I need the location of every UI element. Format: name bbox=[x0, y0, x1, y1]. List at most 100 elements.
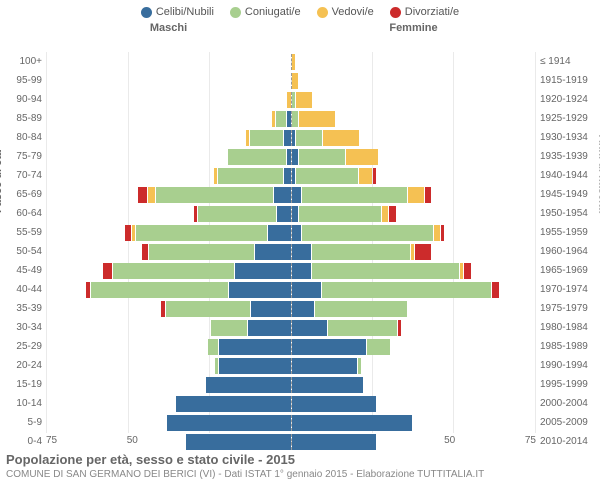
bar-segment bbox=[292, 396, 377, 412]
legend-label: Vedovi/e bbox=[332, 6, 374, 18]
birth-year-label: ≤ 1914 bbox=[536, 56, 600, 67]
age-label: 5-9 bbox=[0, 417, 46, 428]
age-row: 95-991915-1919 bbox=[0, 71, 600, 90]
legend-dot bbox=[317, 7, 328, 18]
age-row: 75-791935-1939 bbox=[0, 147, 600, 166]
age-label: 100+ bbox=[0, 56, 46, 67]
bar-segment bbox=[434, 225, 441, 241]
age-row: 35-391975-1979 bbox=[0, 299, 600, 318]
bar-segment bbox=[292, 73, 299, 89]
bar-segment bbox=[149, 244, 253, 260]
bar-segment bbox=[292, 54, 295, 70]
bar-segment bbox=[268, 225, 291, 241]
age-label: 55-59 bbox=[0, 227, 46, 238]
age-label: 25-29 bbox=[0, 341, 46, 352]
bar-segment bbox=[292, 244, 312, 260]
age-label: 85-89 bbox=[0, 113, 46, 124]
bar-segment bbox=[312, 263, 459, 279]
bar-segment bbox=[411, 244, 414, 260]
bar-segment bbox=[142, 244, 149, 260]
bar-segment bbox=[218, 168, 283, 184]
bar-segment bbox=[415, 244, 431, 260]
bar-segment bbox=[322, 282, 492, 298]
bar-segment bbox=[299, 111, 335, 127]
bar-segment bbox=[359, 168, 372, 184]
bar-segment bbox=[292, 187, 302, 203]
legend-dot bbox=[390, 7, 401, 18]
bar-segment bbox=[492, 282, 499, 298]
age-row: 10-142000-2004 bbox=[0, 394, 600, 413]
legend-dot bbox=[230, 7, 241, 18]
age-label: 70-74 bbox=[0, 170, 46, 181]
age-row: 90-941920-1924 bbox=[0, 90, 600, 109]
bar-segment bbox=[103, 263, 113, 279]
bar-segment bbox=[284, 168, 291, 184]
bar-segment bbox=[346, 149, 379, 165]
bar-segment bbox=[312, 244, 410, 260]
age-label: 0-4 bbox=[0, 436, 46, 447]
age-label: 65-69 bbox=[0, 189, 46, 200]
age-label: 30-34 bbox=[0, 322, 46, 333]
age-row: 65-69 1945-1949 bbox=[0, 185, 600, 204]
age-label: 35-39 bbox=[0, 303, 46, 314]
birth-year-label: 1970-1974 bbox=[536, 284, 600, 295]
bar-segment bbox=[323, 130, 359, 146]
birth-year-label: 1950-1954 bbox=[536, 208, 600, 219]
legend-item: Coniugati/e bbox=[230, 6, 301, 18]
bar-segment bbox=[287, 92, 290, 108]
bar-segment bbox=[167, 415, 291, 431]
bar-segment bbox=[215, 358, 218, 374]
age-row: 45-491965-1969 bbox=[0, 261, 600, 280]
bar-segment bbox=[292, 111, 299, 127]
bar-segment bbox=[284, 130, 291, 146]
bar-segment bbox=[315, 301, 406, 317]
bar-segment bbox=[287, 111, 290, 127]
bar-segment bbox=[228, 149, 287, 165]
legend-item: Vedovi/e bbox=[317, 6, 374, 18]
bar-segment bbox=[425, 187, 432, 203]
birth-year-label: 1935-1939 bbox=[536, 151, 600, 162]
birth-year-label: 1945-1949 bbox=[536, 189, 600, 200]
chart-legend: Celibi/Nubili Coniugati/e Vedovi/e Divorzia… bbox=[0, 0, 600, 20]
age-row: 70-741940-1944 bbox=[0, 166, 600, 185]
age-row: 20-241990-1994 bbox=[0, 356, 600, 375]
legend-item: Divorziati/e bbox=[390, 6, 459, 18]
birth-year-label: 1980-1984 bbox=[536, 322, 600, 333]
age-row: 100+ ≤ 1914 bbox=[0, 52, 600, 71]
legend-item: Celibi/Nubili bbox=[141, 6, 214, 18]
bar-segment bbox=[136, 225, 266, 241]
bar-segment bbox=[161, 301, 164, 317]
chart-rows: 100+ ≤ 1914 95-991915-191990-941920-1924 85… bbox=[0, 52, 600, 451]
bar-segment bbox=[328, 320, 396, 336]
age-label: 45-49 bbox=[0, 265, 46, 276]
bar-segment bbox=[292, 149, 299, 165]
birth-year-label: 1985-1989 bbox=[536, 341, 600, 352]
bar-segment bbox=[186, 434, 290, 450]
bar-segment bbox=[248, 320, 290, 336]
bar-segment bbox=[287, 149, 290, 165]
legend-label: Celibi/Nubili bbox=[156, 6, 214, 18]
bar-segment bbox=[292, 130, 295, 146]
age-row: 25-29 1985-1989 bbox=[0, 337, 600, 356]
bar-segment bbox=[296, 92, 312, 108]
bar-segment bbox=[166, 301, 251, 317]
bar-segment bbox=[398, 320, 401, 336]
bar-segment bbox=[389, 206, 396, 222]
bar-segment bbox=[156, 187, 273, 203]
bar-segment bbox=[292, 206, 299, 222]
age-label: 50-54 bbox=[0, 246, 46, 257]
age-row: 55-591955-1959 bbox=[0, 223, 600, 242]
birth-year-label: 2005-2009 bbox=[536, 417, 600, 428]
bar-segment bbox=[138, 187, 148, 203]
bar-segment bbox=[382, 206, 389, 222]
age-row: 30-34 1980-1984 bbox=[0, 318, 600, 337]
bar-segment bbox=[194, 206, 197, 222]
bar-segment bbox=[229, 282, 291, 298]
bar-segment bbox=[91, 282, 228, 298]
bar-segment bbox=[86, 282, 89, 298]
birth-year-label: 1990-1994 bbox=[536, 360, 600, 371]
birth-year-label: 1920-1924 bbox=[536, 94, 600, 105]
bar-segment bbox=[274, 187, 290, 203]
legend-label: Coniugati/e bbox=[245, 6, 301, 18]
bar-segment bbox=[132, 225, 135, 241]
